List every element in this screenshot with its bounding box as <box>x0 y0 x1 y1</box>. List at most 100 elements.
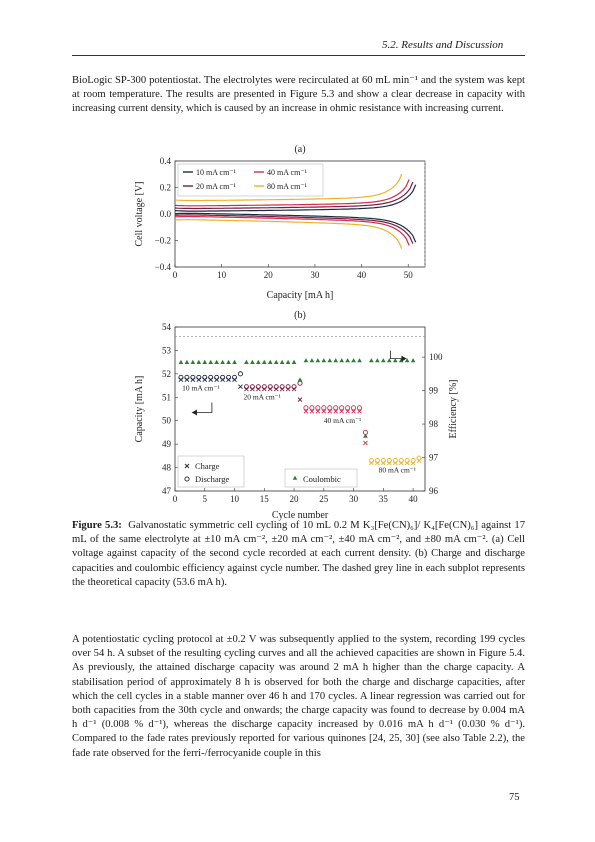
panel-a-legend-label: 20 mA cm⁻¹ <box>196 182 237 191</box>
efficiency-marker <box>285 359 291 364</box>
efficiency-marker <box>291 359 297 364</box>
charge-marker <box>327 409 333 414</box>
efficiency-marker <box>279 359 285 364</box>
efficiency-marker <box>386 358 392 363</box>
discharge-marker <box>368 457 374 464</box>
charge-marker-outlier <box>297 397 303 402</box>
panel-b-xtick-label: 20 <box>290 494 300 504</box>
panel-a-discharge-curve-3 <box>174 219 403 249</box>
efficiency-marker <box>357 358 362 363</box>
discharge-marker <box>386 457 392 464</box>
discharge-marker <box>208 374 214 380</box>
charge-marker <box>339 409 344 414</box>
discharge-marker <box>261 384 267 390</box>
panel-b-xtick-label: 30 <box>349 494 359 504</box>
panel-b-y2label: Efficiency [%] <box>448 380 459 439</box>
efficiency-marker <box>214 359 219 364</box>
page-number: 75 <box>509 792 520 803</box>
efficiency-marker <box>392 358 398 363</box>
efficiency-marker <box>244 359 249 364</box>
discharge-marker <box>303 405 309 411</box>
legend-charge-label: Charge <box>195 461 220 471</box>
efficiency-marker <box>333 358 339 363</box>
panel-a-ytick-label: −0.2 <box>155 236 171 246</box>
arrow-right-head <box>401 355 407 362</box>
panel-a-charge-curve-0 <box>174 184 417 212</box>
group-label: 20 mA cm⁻¹ <box>243 393 280 402</box>
charge-marker <box>315 409 321 414</box>
group-label: 10 mA cm⁻¹ <box>182 383 219 392</box>
efficiency-marker <box>345 358 350 363</box>
efficiency-marker <box>220 359 225 364</box>
arrow-left-head <box>191 409 197 416</box>
panel-b-y2tick-label: 96 <box>429 486 439 496</box>
panel-a-ytick-label: 0.0 <box>160 209 172 219</box>
panel-a-ylabel: Cell voltage [V] <box>134 182 145 247</box>
charge-marker <box>333 409 339 414</box>
discharge-marker <box>214 374 220 380</box>
charge-marker <box>321 409 327 414</box>
panel-b-xtick-label: 25 <box>319 494 329 504</box>
discharge-marker-outlier <box>237 371 244 377</box>
discharge-marker <box>279 384 285 390</box>
intro-paragraph: BioLogic SP-300 potentiostat. The electr… <box>72 75 525 115</box>
efficiency-marker <box>303 358 309 363</box>
discharge-marker <box>220 374 226 380</box>
efficiency-marker <box>256 359 261 364</box>
panel-b-xtick-label: 35 <box>379 494 389 504</box>
panel-a-label: (a) <box>294 144 305 155</box>
charge-marker-outlier <box>363 440 368 446</box>
discharge-marker <box>351 405 357 411</box>
panel-b-y2tick-label: 98 <box>429 419 439 429</box>
panel-b-legend2-box <box>284 468 358 488</box>
discharge-marker <box>380 457 386 464</box>
panel-a-xtick-label: 30 <box>310 270 320 280</box>
panel-b-y2tick-label: 97 <box>429 453 439 463</box>
efficiency-marker <box>208 359 214 364</box>
legend-discharge-marker <box>184 476 190 482</box>
caption-text: Galvanostatic symmetric cell cycling of … <box>72 520 526 588</box>
discharge-marker <box>178 374 184 380</box>
panel-b-ytick-label: 48 <box>162 463 172 473</box>
header-rule <box>72 55 525 56</box>
panel-b-y2tick-label: 100 <box>429 352 443 362</box>
efficiency-marker <box>250 359 255 364</box>
discharge-marker-outlier <box>297 380 303 386</box>
group-label: 80 mA cm⁻¹ <box>379 465 416 474</box>
efficiency-marker <box>327 358 333 363</box>
panel-a-charge-curve-2 <box>174 179 410 207</box>
panel-b-xtick-label: 5 <box>203 494 208 504</box>
discharge-marker <box>315 405 321 411</box>
discharge-marker <box>285 384 291 390</box>
panel-b-y2tick-label: 99 <box>429 386 439 396</box>
panel-b-frame <box>174 326 426 492</box>
discharge-marker <box>333 405 339 411</box>
figure-caption: Figure 5.3: Galvanostatic symmetric cell… <box>72 519 525 590</box>
discharge-marker <box>345 405 351 411</box>
charge-marker <box>351 409 356 414</box>
discharge-marker <box>321 405 327 411</box>
group-label: 40 mA cm⁻¹ <box>324 416 361 425</box>
panel-a-discharge-curve-2 <box>174 215 410 246</box>
panel-b-ylabel: Capacity [mA h] <box>134 376 145 443</box>
discharge-marker <box>190 374 196 380</box>
efficiency-marker <box>369 358 374 363</box>
panel-b-ytick-label: 54 <box>162 322 172 332</box>
panel-a-xtick-label: 50 <box>404 270 414 280</box>
panel-a-legend-label: 10 mA cm⁻¹ <box>196 168 237 177</box>
efficiency-marker <box>273 359 279 364</box>
legend-charge-marker <box>184 463 190 469</box>
discharge-marker <box>243 384 249 390</box>
discharge-marker <box>339 405 345 411</box>
efficiency-marker <box>410 358 416 363</box>
efficiency-marker <box>190 359 196 364</box>
efficiency-marker <box>339 358 344 363</box>
efficiency-marker <box>398 358 404 363</box>
discharge-marker <box>392 457 398 464</box>
efficiency-marker <box>315 358 321 363</box>
panel-a-discharge-curve-1 <box>174 214 414 245</box>
discharge-marker <box>202 374 208 380</box>
panel-b-ytick-label: 52 <box>162 369 171 379</box>
panel-b-ytick-label: 47 <box>162 486 172 496</box>
